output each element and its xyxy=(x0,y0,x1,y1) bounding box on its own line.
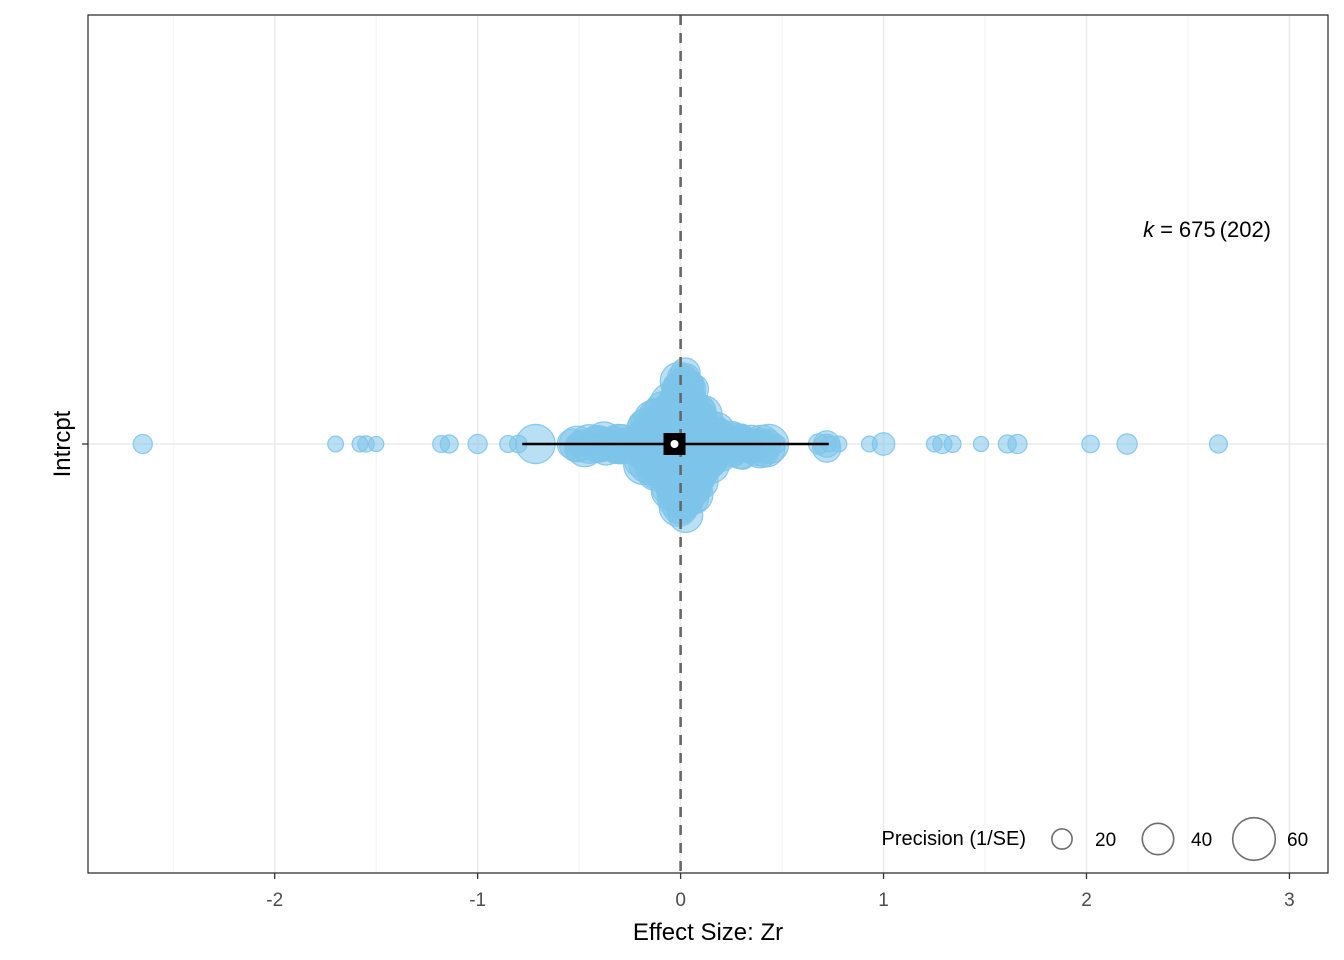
x-tick-label: 1 xyxy=(878,890,889,911)
y-axis-title: Intrcpt xyxy=(49,410,76,477)
legend-key-circle xyxy=(1141,822,1175,856)
x-tick-label: 3 xyxy=(1284,890,1295,911)
effect-size-point xyxy=(667,497,704,534)
x-axis-title: Effect Size: Zr xyxy=(633,919,783,946)
x-tick-label: -1 xyxy=(469,890,486,911)
x-axis-ticks: -2 -1 0 1 2 3 xyxy=(266,873,1295,911)
legend-title: Precision (1/SE) xyxy=(882,828,1027,850)
overall-estimate-center xyxy=(670,440,679,448)
effect-size-point xyxy=(830,435,848,453)
x-tick-label: 0 xyxy=(675,890,686,911)
effect-size-point xyxy=(1116,433,1138,455)
effect-size-point xyxy=(1007,433,1028,455)
legend-key-label: 20 xyxy=(1095,830,1116,851)
k-annotation: k = 675 (202) xyxy=(1143,217,1271,242)
effect-size-point xyxy=(615,441,638,464)
effect-size-point xyxy=(1081,434,1100,454)
effect-size-point xyxy=(327,435,345,453)
effect-size-point xyxy=(629,424,652,447)
effect-size-point xyxy=(1208,434,1228,454)
effect-size-point xyxy=(972,435,990,453)
legend-key-label: 60 xyxy=(1287,830,1308,851)
effect-size-point xyxy=(439,434,459,454)
legend-key-label: 40 xyxy=(1191,830,1212,851)
effect-size-point xyxy=(871,432,896,456)
effect-size-point xyxy=(647,409,666,428)
legend: Precision (1/SE) 20 40 60 xyxy=(882,816,1308,862)
effect-size-point xyxy=(686,472,705,491)
effect-size-point xyxy=(368,435,385,453)
legend-keys: 20 40 60 xyxy=(1051,816,1308,862)
legend-key-circle xyxy=(1051,828,1073,850)
effect-size-point xyxy=(628,447,665,483)
x-tick-label: -2 xyxy=(266,890,283,911)
effect-size-point xyxy=(697,445,728,476)
legend-key-circle xyxy=(1231,816,1277,862)
effect-size-point xyxy=(132,433,153,455)
effect-size-point xyxy=(467,433,488,455)
effect-size-point xyxy=(943,434,962,454)
effect-size-point xyxy=(663,486,679,503)
x-tick-label: 2 xyxy=(1081,890,1092,911)
